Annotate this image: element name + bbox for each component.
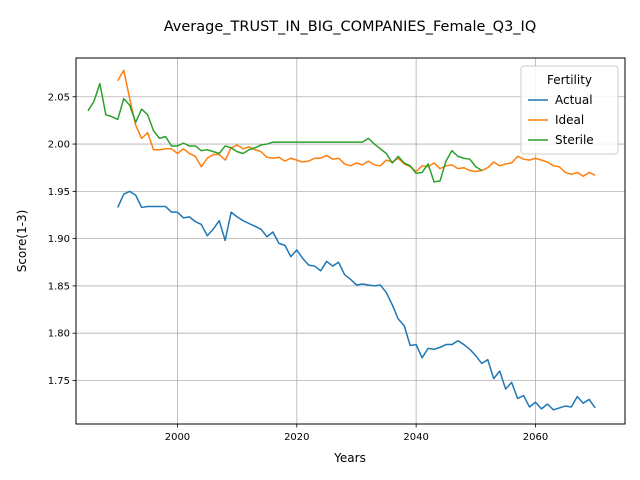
x-axis: 2000 2020 2040 2060 [165, 424, 548, 443]
series-line-actual [117, 190, 596, 411]
y-tick-label: 1.80 [48, 329, 70, 340]
chart-title: Average_TRUST_IN_BIG_COMPANIES_Female_Q3… [164, 19, 537, 35]
series-line-sterile [87, 82, 483, 183]
y-axis: 1.75 1.80 1.85 1.90 1.95 2.00 2.05 [48, 92, 76, 387]
legend-title: Fertility [547, 73, 592, 87]
x-tick-label: 2000 [165, 432, 190, 443]
legend: Fertility Actual Ideal Sterile [520, 65, 619, 155]
y-tick-label: 2.05 [48, 92, 70, 103]
legend-label-actual: Actual [555, 93, 593, 107]
y-tick-label: 1.85 [48, 281, 70, 292]
legend-label-ideal: Ideal [555, 113, 584, 127]
plot-frame [75, 57, 626, 425]
y-axis-label: Score(1-3) [15, 210, 29, 273]
y-tick-label: 1.95 [48, 187, 70, 198]
x-tick-label: 2060 [523, 432, 548, 443]
y-tick-label: 1.90 [48, 234, 70, 245]
x-tick-label: 2040 [403, 432, 428, 443]
legend-label-sterile: Sterile [555, 133, 594, 147]
y-tick-label: 1.75 [48, 376, 70, 387]
series-line-ideal [117, 69, 596, 177]
x-tick-label: 2020 [284, 432, 309, 443]
plot-lines [87, 69, 596, 411]
legend-box [520, 65, 619, 155]
x-axis-label: Years [333, 451, 366, 465]
y-tick-label: 2.00 [48, 140, 70, 151]
